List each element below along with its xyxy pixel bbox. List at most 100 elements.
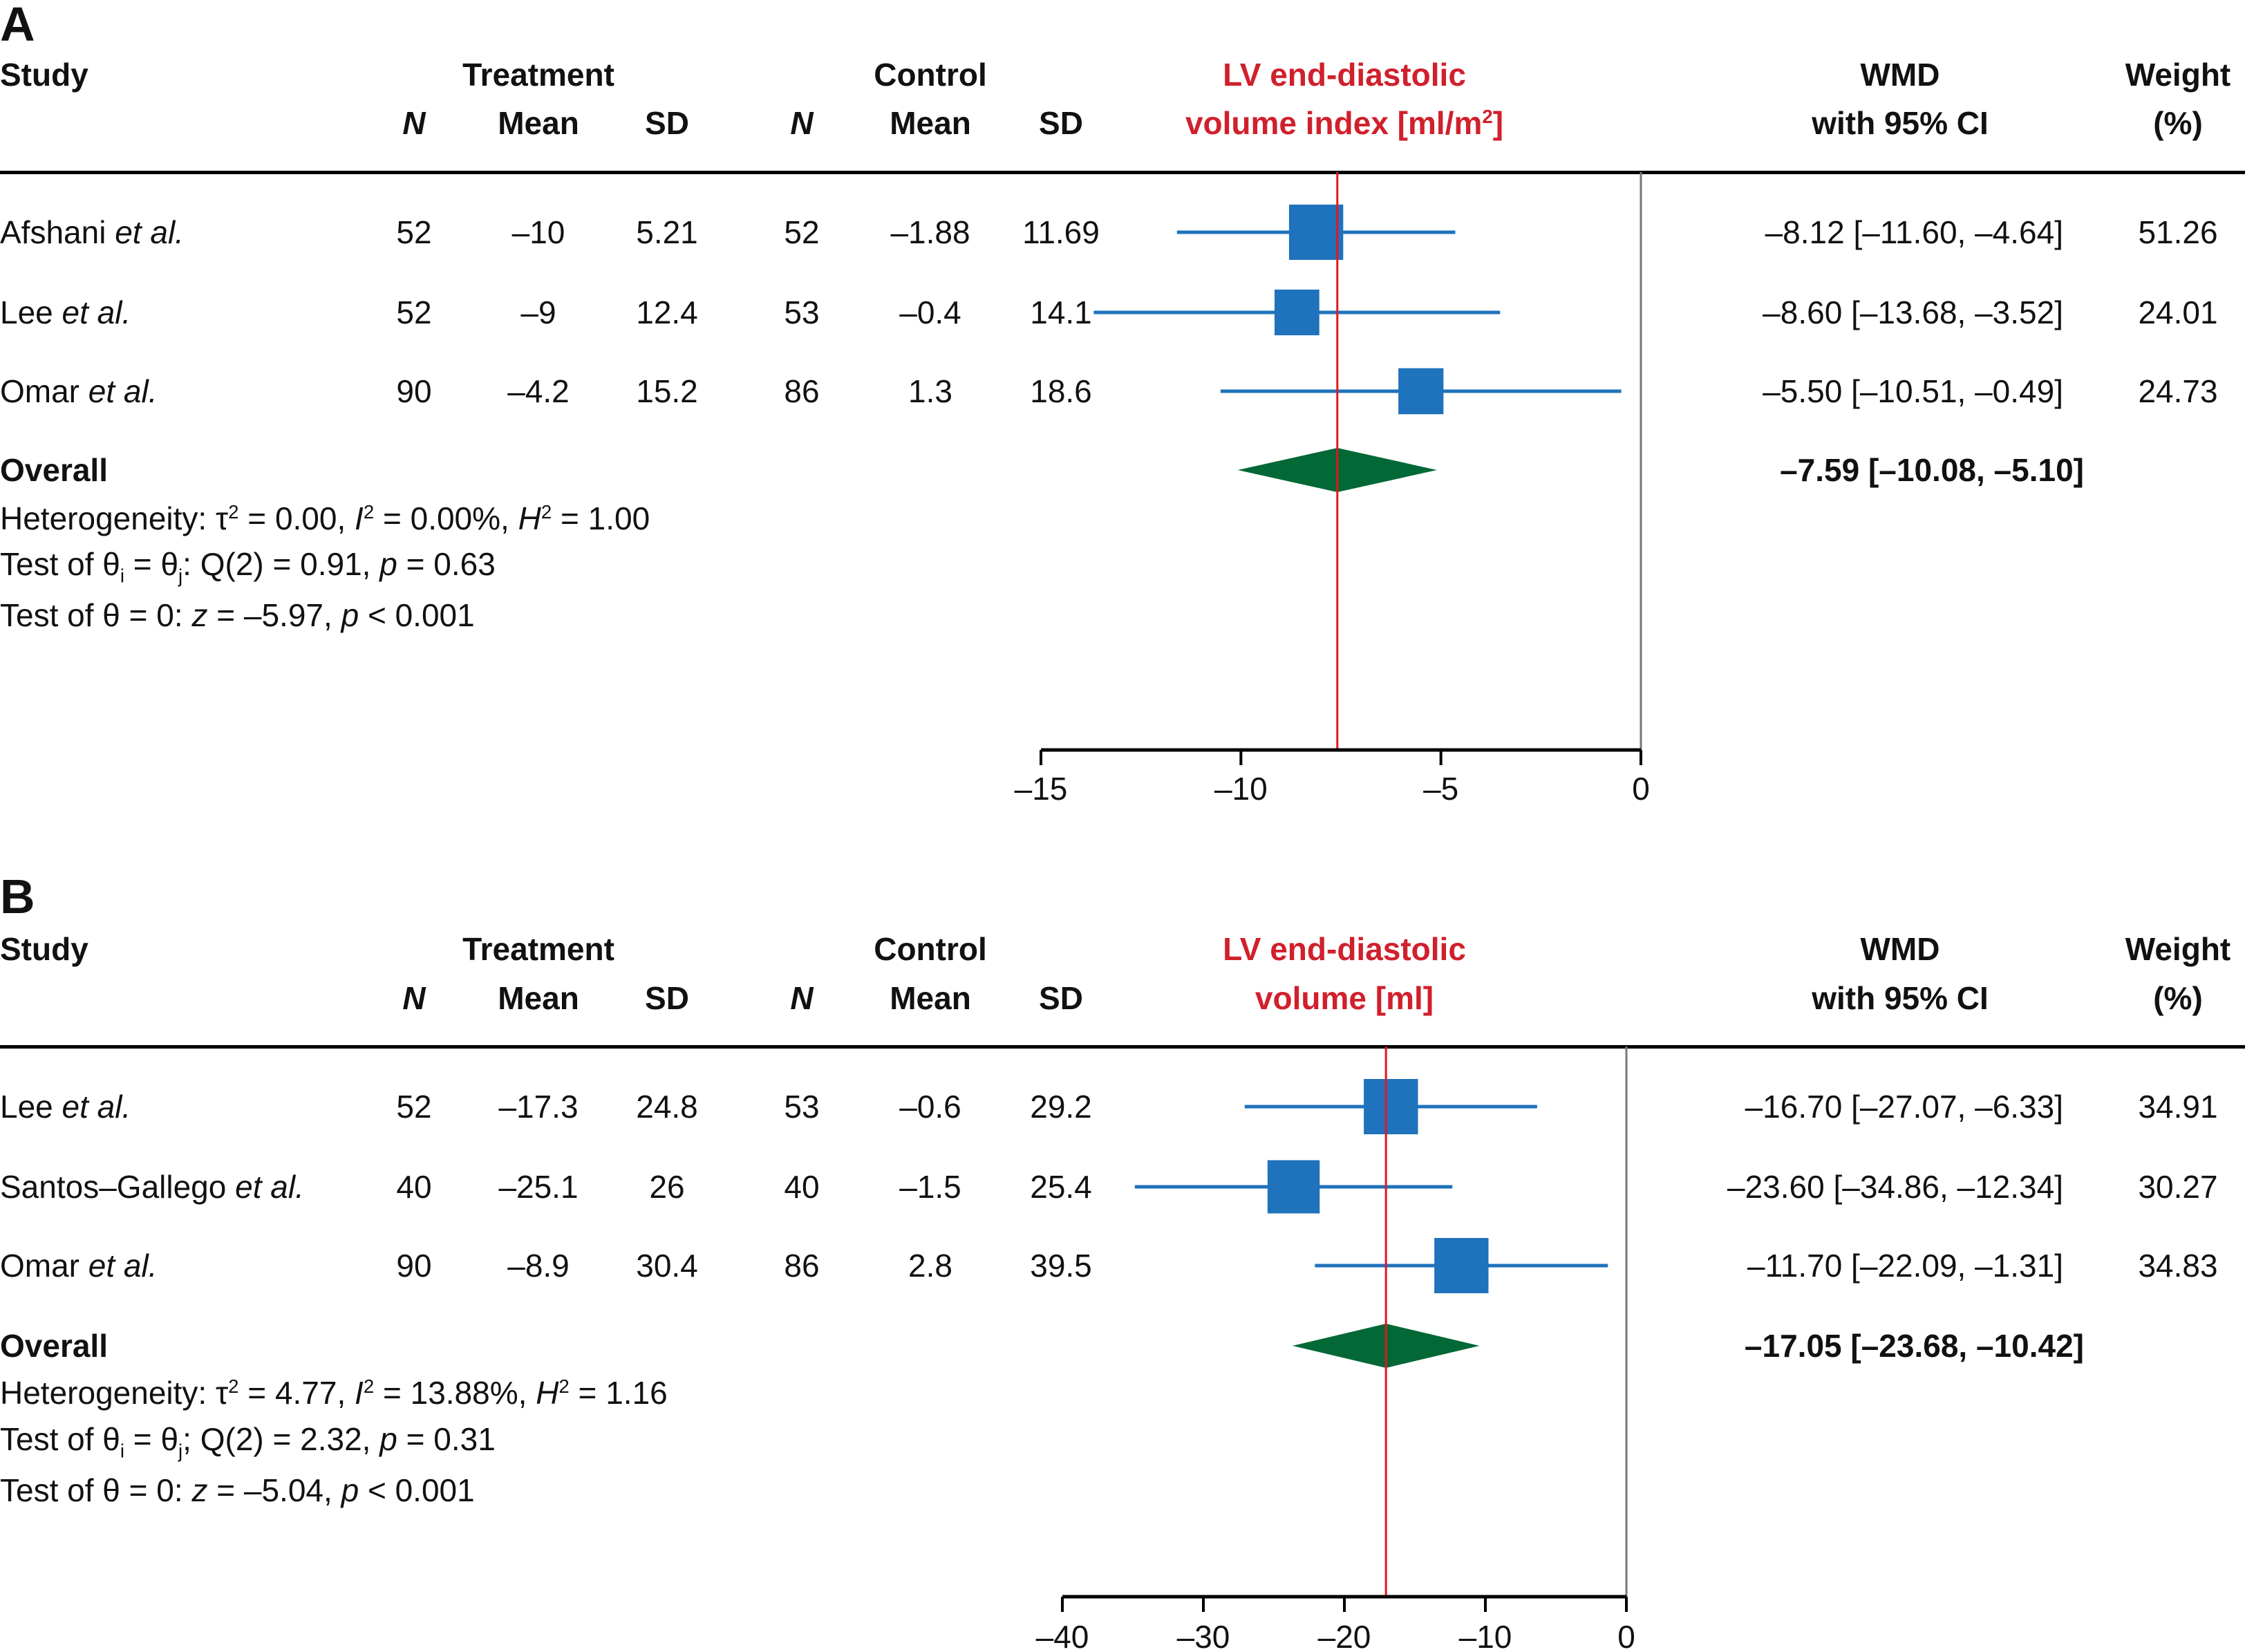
test-q-p: 0.63: [433, 546, 496, 583]
study-et-al: et al.: [88, 373, 158, 409]
sep: ,: [323, 597, 341, 633]
test-z-prefix: Test of θ = 0:: [0, 597, 192, 633]
overall-ci-value: –7.59 [–10.08, –5.10]: [1780, 452, 2084, 488]
chart-title-line2-text: volume index [ml/m: [1185, 105, 1483, 142]
i2-value: 13.88%: [410, 1375, 518, 1411]
control-sd: 14.1: [1030, 294, 1092, 330]
treatment-mean: –10: [511, 214, 565, 250]
header-study: Study: [0, 57, 88, 93]
header-weight-unit: (%): [2153, 105, 2203, 141]
z-symbol: z: [191, 597, 208, 633]
wmd-ci-value: –5.50 [–10.51, –0.49]: [1763, 373, 2063, 409]
study-author: Afshani: [0, 214, 106, 250]
test-z-prefix: Test of θ = 0:: [0, 1472, 192, 1508]
p-symbol: p: [341, 1472, 359, 1508]
test-q-body: : Q(2) = 0.91,: [182, 546, 380, 583]
header-wmd-ci: with 95% CI: [1812, 980, 1989, 1016]
study-name: Lee et al.: [0, 1091, 131, 1123]
tau2-value: 0.00: [274, 500, 337, 537]
treatment-n: 52: [396, 294, 432, 330]
header-divider: [0, 1045, 2245, 1049]
homogeneity-test-stat: Test of θi = θj: Q(2) = 0.91, p = 0.63: [0, 548, 496, 585]
header-treatment: Treatment: [462, 57, 614, 93]
chart-title-line2-close: ]: [1492, 105, 1504, 142]
study-name: Afshani et al.: [0, 216, 184, 248]
chart-title-line1: LV end-diastolic: [1223, 931, 1466, 967]
header-treatment-n: N: [402, 980, 426, 1016]
tau2-value: 4.77: [274, 1375, 337, 1411]
chart-title-line2: volume index [ml/m2]: [1185, 105, 1504, 142]
test-q-body: ; Q(2) = 2.32,: [182, 1421, 380, 1458]
h2-symbol: H: [518, 500, 541, 537]
treatment-mean: –8.9: [507, 1248, 570, 1284]
study-author: Lee: [0, 1089, 53, 1125]
heterogeneity-prefix: Heterogeneity: τ: [0, 500, 229, 537]
treatment-n: 52: [396, 1089, 432, 1125]
header-treatment-n: N: [402, 105, 426, 141]
x-tick-label: –5: [1423, 771, 1458, 807]
x-tick-label: 0: [1617, 1619, 1635, 1652]
treatment-sd: 30.4: [636, 1248, 698, 1284]
homogeneity-test-stat: Test of θi = θj; Q(2) = 2.32, p = 0.31: [0, 1423, 496, 1461]
weight-value: 51.26: [2138, 214, 2218, 250]
heterogeneity-prefix: Heterogeneity: τ: [0, 1375, 229, 1411]
header-treatment-mean: Mean: [498, 980, 579, 1016]
wmd-ci-value: –11.70 [–22.09, –1.31]: [1747, 1248, 2063, 1284]
subscript: i: [120, 1440, 125, 1462]
header-control: Control: [874, 931, 987, 967]
treatment-mean: –17.3: [498, 1089, 579, 1125]
study-et-al: et al.: [115, 214, 184, 250]
overall-label: Overall: [0, 1328, 108, 1364]
control-mean: –1.5: [899, 1169, 961, 1205]
control-mean: –0.6: [899, 1089, 961, 1125]
eq: =: [552, 500, 588, 537]
test-z-p: < 0.001: [367, 1472, 475, 1508]
sep: ,: [337, 1375, 355, 1411]
header-weight: Weight: [2125, 57, 2231, 93]
study-author: Santos–Gallego: [0, 1169, 227, 1205]
header-weight: Weight: [2125, 931, 2231, 967]
study-effect-square: [1398, 368, 1444, 415]
treatment-n: 90: [396, 373, 432, 409]
x-tick-label: –10: [1214, 771, 1268, 807]
h2-value: 1.16: [605, 1375, 668, 1411]
chart-title-line1: LV end-diastolic: [1223, 57, 1466, 93]
header-study: Study: [0, 931, 88, 967]
weight-value: 34.91: [2138, 1089, 2218, 1125]
eq: = θ: [124, 1421, 179, 1458]
header-control-mean: Mean: [890, 105, 971, 141]
control-n: 53: [784, 1089, 820, 1125]
weight-value: 24.01: [2138, 294, 2218, 330]
treatment-sd: 12.4: [636, 294, 698, 330]
eq: =: [397, 546, 434, 583]
control-n: 86: [784, 1248, 820, 1284]
header-control: Control: [874, 57, 987, 93]
treatment-mean: –9: [520, 294, 556, 330]
control-sd: 25.4: [1030, 1169, 1092, 1205]
subscript: i: [120, 565, 125, 587]
control-mean: –0.4: [899, 294, 961, 330]
chart-title-superscript: 2: [1482, 105, 1493, 127]
eq: =: [238, 500, 275, 537]
x-tick-label: 0: [1632, 771, 1650, 807]
overall-label: Overall: [0, 452, 108, 488]
superscript: 2: [363, 1375, 375, 1397]
study-author: Omar: [0, 373, 79, 409]
eq: =: [374, 500, 411, 537]
header-control-mean: Mean: [890, 980, 971, 1016]
study-effect-square: [1434, 1238, 1489, 1293]
wmd-ci-value: –8.60 [–13.68, –3.52]: [1763, 294, 2063, 330]
overall-effect-test-stat: Test of θ = 0: z = –5.04, p < 0.001: [0, 1474, 475, 1506]
sep: ,: [500, 500, 518, 537]
wmd-ci-value: –16.70 [–27.07, –6.33]: [1745, 1089, 2063, 1125]
header-wmd: WMD: [1860, 57, 1940, 93]
x-tick-label: –10: [1459, 1619, 1512, 1652]
sep: ,: [518, 1375, 536, 1411]
x-tick-label: –20: [1318, 1619, 1371, 1652]
study-effect-square: [1288, 205, 1344, 260]
panel-label-b: B: [0, 870, 35, 923]
x-tick-label: –30: [1177, 1619, 1230, 1652]
study-effect-square: [1274, 289, 1319, 336]
i2-value: 0.00%: [410, 500, 501, 537]
